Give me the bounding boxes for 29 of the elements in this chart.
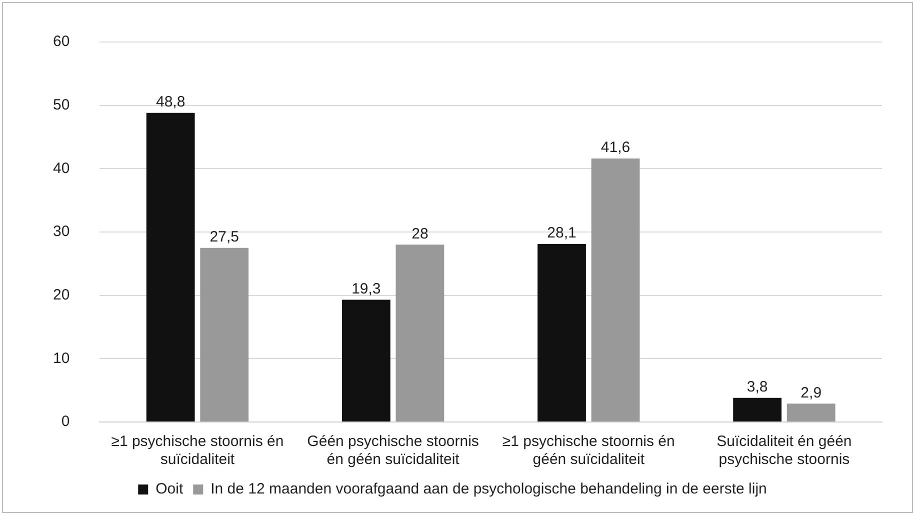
- y-tick-label: 60: [52, 33, 70, 50]
- y-tick-label: 40: [52, 160, 70, 177]
- data-label: 48,8: [156, 94, 186, 111]
- bar: [396, 244, 444, 422]
- x-tick-label: Suïcidaliteit én géén psychische stoornis: [716, 433, 852, 468]
- y-tick-label: 20: [52, 286, 70, 304]
- y-tick-label: 10: [52, 350, 70, 367]
- bar: [786, 404, 836, 422]
- bar: [146, 112, 195, 422]
- data-label: 41,6: [600, 139, 630, 156]
- y-tick-label: 0: [61, 413, 70, 430]
- x-tick-label: Géén psychische stoornis én géén suïcidaliteit: [307, 433, 479, 468]
- data-label: 27,5: [210, 228, 239, 246]
- bar: [538, 244, 586, 422]
- data-label: 28,1: [547, 224, 576, 242]
- data-label: 2,9: [800, 384, 822, 402]
- legend-label: Ooit: [156, 480, 184, 498]
- bar: [591, 158, 640, 422]
- bar: [342, 300, 390, 422]
- y-tick-label: 30: [52, 223, 70, 240]
- bar: [733, 398, 782, 422]
- data-label: 28: [412, 225, 428, 242]
- y-tick-label: 50: [52, 96, 70, 114]
- data-label: 3,8: [746, 378, 768, 396]
- bar: [200, 248, 249, 422]
- x-tick-label: ≥1 psychische stoornis én suïcidaliteit: [111, 433, 284, 468]
- x-tick-label: ≥1 psychische stoornis én géén suïcidaliteit: [502, 433, 675, 468]
- legend-label: In de 12 maanden voorafgaand aan de psychologische behandeling in de eerste lijn: [210, 480, 767, 498]
- data-label: 19,3: [352, 280, 381, 298]
